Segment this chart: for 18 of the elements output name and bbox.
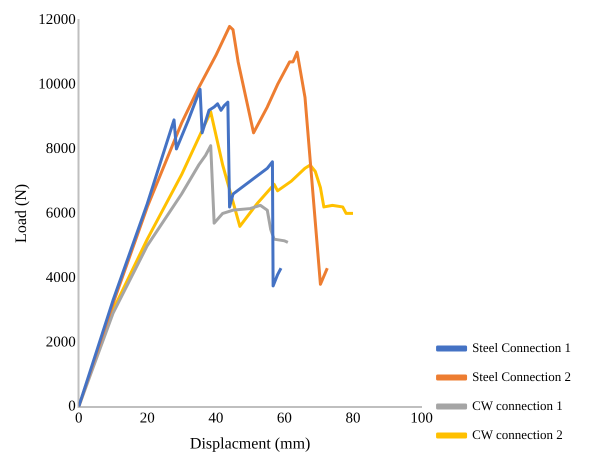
y-tick-label: 2000 <box>46 334 76 350</box>
legend-label: CW connection 2 <box>472 426 563 442</box>
legend-label: CW connection 1 <box>472 398 563 413</box>
x-tick-label: 20 <box>140 410 155 427</box>
legend-label: Steel Connection 1 <box>472 340 572 355</box>
y-tick-label: 10000 <box>38 76 76 92</box>
x-tick-label: 40 <box>208 410 224 427</box>
y-axis-title: Load (N) <box>12 184 30 243</box>
x-tick-label: 80 <box>345 410 360 427</box>
x-tick-label: 60 <box>276 410 292 427</box>
y-tick-label: 6000 <box>46 205 76 222</box>
y-tick-label: 8000 <box>46 140 76 157</box>
legend-label: Steel Connection 2 <box>472 368 572 384</box>
y-tick-label: 12000 <box>38 12 76 28</box>
x-axis-title: Displacment (mm) <box>190 436 310 453</box>
y-tick-label: 4000 <box>46 270 76 286</box>
y-tick-label: 0 <box>68 398 76 415</box>
x-tick-label: 100 <box>410 410 433 427</box>
